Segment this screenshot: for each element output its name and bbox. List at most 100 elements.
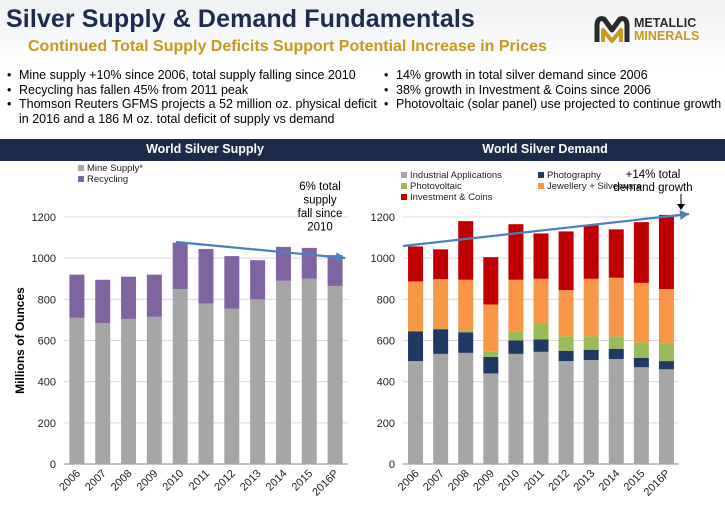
bar-segment-investment-coins <box>433 249 449 280</box>
supply-chart-title: World Silver Supply <box>146 142 264 156</box>
bar-segment-jewellery-silverware <box>533 278 549 325</box>
x-tick-label: 2007 <box>421 468 447 494</box>
bar-segment-mine-supply <box>198 303 214 464</box>
y-tick-label: 0 <box>50 459 56 471</box>
bar-segment-photography <box>558 350 574 362</box>
trend-arrow-head <box>335 252 345 263</box>
bar-segment-industrial-applications <box>558 361 574 464</box>
bar-segment-recycling <box>275 246 291 281</box>
annotation-pointer-head <box>677 204 685 210</box>
bar-segment-industrial-applications <box>608 359 624 464</box>
annotation-line: fall since <box>298 208 343 220</box>
legend-label: Photovoltaic <box>410 181 462 192</box>
bar-segment-recycling <box>172 242 188 290</box>
bar-segment-industrial-applications <box>583 360 599 464</box>
logo-line-1: METALLIC <box>634 16 697 30</box>
bar-segment-recycling <box>121 276 137 319</box>
x-tick-label: 2009 <box>135 468 161 494</box>
bar-segment-industrial-applications <box>633 367 649 464</box>
y-tick-label: 0 <box>389 459 395 471</box>
demand-chart-title: World Silver Demand <box>482 142 608 156</box>
bar-segment-recycling <box>301 247 317 279</box>
bar-segment-photovoltaic <box>458 330 474 333</box>
x-tick-label: 2011 <box>522 468 547 493</box>
bar-segment-photovoltaic <box>508 331 524 341</box>
x-tick-label: 2010 <box>161 468 187 494</box>
company-logo: METALLIC MINERALS <box>594 12 719 48</box>
legend-label: Photography <box>547 170 601 181</box>
y-tick-label: 600 <box>377 336 395 348</box>
bar-segment-photography <box>658 361 674 370</box>
x-tick-label: 2016P <box>642 468 673 499</box>
y-tick-label: 1200 <box>371 212 395 224</box>
bar-segment-recycling <box>224 256 240 309</box>
bullet-item: Mine supply +10% since 2006, total suppl… <box>6 68 378 83</box>
legend-swatch <box>401 183 407 189</box>
bar-segment-investment-coins <box>583 225 599 279</box>
y-tick-label: 1000 <box>32 253 56 265</box>
bullets-left: Mine supply +10% since 2006, total suppl… <box>6 68 378 126</box>
bar-segment-industrial-applications <box>433 353 449 464</box>
bullet-item: Photovoltaic (solar panel) use projected… <box>383 97 723 112</box>
y-tick-label: 200 <box>38 418 56 430</box>
annotation-line: 6% total <box>299 181 341 193</box>
x-tick-label: 2016P <box>310 468 341 499</box>
bar-segment-photovoltaic <box>533 324 549 340</box>
bar-segment-mine-supply <box>250 299 266 464</box>
x-tick-label: 2014 <box>264 468 290 494</box>
y-tick-label: 1000 <box>371 253 395 265</box>
y-tick-label: 600 <box>38 336 56 348</box>
bar-segment-mine-supply <box>327 285 343 464</box>
bar-segment-mine-supply <box>95 323 111 464</box>
bar-segment-photography <box>633 357 649 368</box>
bar-segment-recycling <box>250 260 266 300</box>
bar-segment-industrial-applications <box>408 361 424 464</box>
x-tick-label: 2007 <box>83 468 109 494</box>
bar-segment-recycling <box>198 248 214 304</box>
legend-label: Recycling <box>87 174 128 185</box>
bar-segment-investment-coins <box>533 233 549 279</box>
bar-segment-photovoltaic <box>583 336 599 350</box>
bar-segment-jewellery-silverware <box>558 290 574 337</box>
y-tick-label: 400 <box>38 377 56 389</box>
annotation-line: supply <box>303 195 336 207</box>
x-tick-label: 2014 <box>597 468 623 494</box>
y-tick-label: 400 <box>377 377 395 389</box>
legend-label: Industrial Applications <box>410 170 502 181</box>
bar-segment-jewellery-silverware <box>408 281 424 331</box>
bar-segment-investment-coins <box>608 229 624 278</box>
bar-segment-investment-coins <box>483 257 499 305</box>
bar-segment-mine-supply <box>172 289 188 464</box>
bar-segment-photovoltaic <box>633 342 649 358</box>
bar-segment-jewellery-silverware <box>633 282 649 343</box>
x-tick-label: 2011 <box>187 468 212 493</box>
legend-swatch <box>401 172 407 178</box>
trend-arrow-line <box>402 212 690 248</box>
bar-segment-photography <box>458 332 474 353</box>
bar-segment-industrial-applications <box>508 353 524 464</box>
trend-arrow-line <box>175 240 346 260</box>
bar-segment-jewellery-silverware <box>583 278 599 337</box>
legend-label: Investment & Coins <box>410 192 493 203</box>
x-tick-label: 2013 <box>572 468 598 494</box>
x-tick-label: 2006 <box>57 468 83 494</box>
annotation-line: +14% total <box>626 169 681 181</box>
bar-segment-recycling <box>69 274 85 318</box>
bar-segment-jewellery-silverware <box>433 279 449 329</box>
x-tick-label: 2008 <box>109 468 135 494</box>
metallic-minerals-logo-icon <box>594 16 630 43</box>
bar-segment-mine-supply <box>224 308 240 464</box>
x-tick-label: 2009 <box>471 468 497 494</box>
bar-segment-industrial-applications <box>658 369 674 464</box>
bar-segment-recycling <box>327 255 343 286</box>
bar-segment-jewellery-silverware <box>508 279 524 332</box>
annotation-line: 2010 <box>307 222 333 234</box>
bar-segment-investment-coins <box>658 214 674 290</box>
page-title: Silver Supply & Demand Fundamentals <box>6 5 475 33</box>
bar-segment-industrial-applications <box>533 351 549 464</box>
bar-segment-jewellery-silverware <box>458 279 474 331</box>
bar-segment-mine-supply <box>121 318 137 464</box>
bar-segment-investment-coins <box>458 221 474 280</box>
